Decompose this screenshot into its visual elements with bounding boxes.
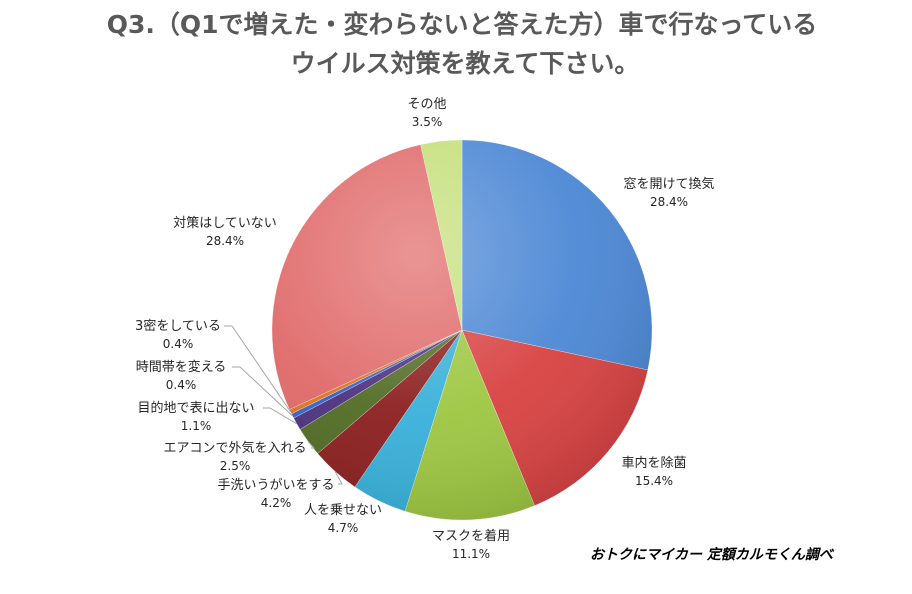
slice-value-label-3: 11.1% (452, 547, 490, 561)
chart-title-line-1: Q3.（Q1で増えた・変わらないと答えた方）車で行なっている (107, 10, 818, 39)
slice-value-label-7: 1.1% (181, 419, 212, 433)
slice-value-label-5: 4.2% (261, 496, 292, 510)
slice-label-11: その他 (407, 97, 446, 112)
chart-title-line-2: ウイルス対策を教えて下さい。 (291, 49, 640, 78)
slice-label-10: 対策はしていない (173, 215, 277, 231)
slice-label-4: 人を乗せない (304, 503, 382, 518)
slice-label-8: 時間帯を変える (136, 359, 227, 375)
slice-label-6: エアコンで外気を入れる (163, 440, 306, 456)
slice-value-label-6: 2.5% (220, 459, 251, 473)
leader-line-9 (224, 325, 291, 412)
slice-value-label-8: 0.4% (166, 378, 197, 392)
source-note: おトクにマイカー 定額カルモくん調べ (590, 546, 835, 563)
slice-label-5: 手洗いうがいをする (217, 478, 334, 493)
leader-line-8 (232, 366, 293, 417)
slice-label-2: 車内を除菌 (621, 455, 686, 471)
leader-lines (224, 325, 343, 485)
slice-label-3: マスクを着用 (432, 528, 510, 544)
leader-line-6 (308, 441, 316, 449)
leader-line-7 (263, 407, 298, 425)
slice-value-label-4: 4.7% (328, 521, 359, 535)
slice-label-7: 目的地で表に出ない (137, 400, 254, 416)
slice-value-label-2: 15.4% (635, 474, 673, 488)
slice-value-label-9: 0.4% (163, 337, 194, 351)
leader-line-5 (334, 471, 343, 485)
slice-value-label-11: 3.5% (412, 115, 443, 129)
slice-value-label-10: 28.4% (206, 234, 244, 248)
pie-slice-1 (461, 139, 653, 371)
slice-label-9: 3密をしている (135, 318, 221, 334)
slice-labels: 窓を開けて換気 28.4% 車内を除菌 15.4% マスクを着用 11.1% 人を乗せない 4… (135, 97, 714, 561)
pie-slices (271, 139, 653, 521)
slice-value-label-1: 28.4% (650, 195, 688, 209)
slice-label-1: 窓を開けて換気 (623, 176, 714, 192)
